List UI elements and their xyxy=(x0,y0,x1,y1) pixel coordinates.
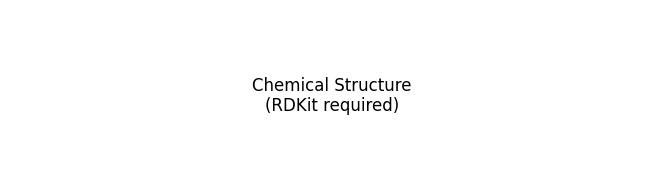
Text: Chemical Structure
(RDKit required): Chemical Structure (RDKit required) xyxy=(252,77,412,115)
